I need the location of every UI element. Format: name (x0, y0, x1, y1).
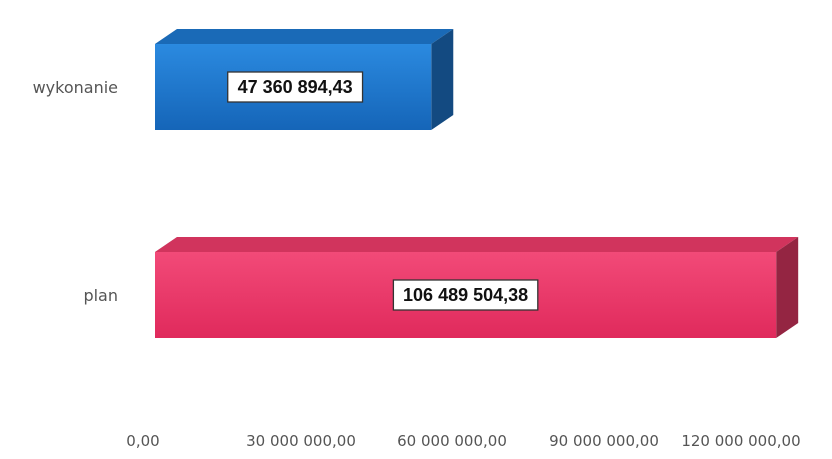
bar-end-face (431, 29, 454, 130)
value-axis: 0,00 30 000 000,00 60 000 000,00 90 000 000… (126, 432, 800, 450)
bar-top-face (155, 29, 454, 44)
bars-group (155, 29, 799, 338)
data-labels-group: 47 360 894,43 106 489 504,38 (227, 71, 539, 311)
x-tick-label: 120 000 000,00 (681, 432, 800, 450)
x-tick-label: 30 000 000,00 (246, 432, 356, 450)
category-label-plan: plan (83, 286, 118, 305)
data-label-box (227, 71, 364, 103)
category-axis: wykonanie plan (33, 78, 118, 305)
bar-plan (155, 237, 799, 338)
category-label-wykonanie: wykonanie (33, 78, 118, 97)
data-label-plan: 106 489 504,38 (392, 279, 539, 311)
bar-top-face (155, 237, 799, 252)
x-tick-label: 60 000 000,00 (397, 432, 507, 450)
data-label-text: 106 489 504,38 (403, 285, 528, 305)
data-label-wykonanie: 47 360 894,43 (227, 71, 364, 103)
data-label-text: 47 360 894,43 (238, 77, 353, 97)
bar-end-face (776, 237, 799, 338)
x-tick-label: 0,00 (126, 432, 159, 450)
x-tick-label: 90 000 000,00 (549, 432, 659, 450)
data-label-box (392, 279, 539, 311)
